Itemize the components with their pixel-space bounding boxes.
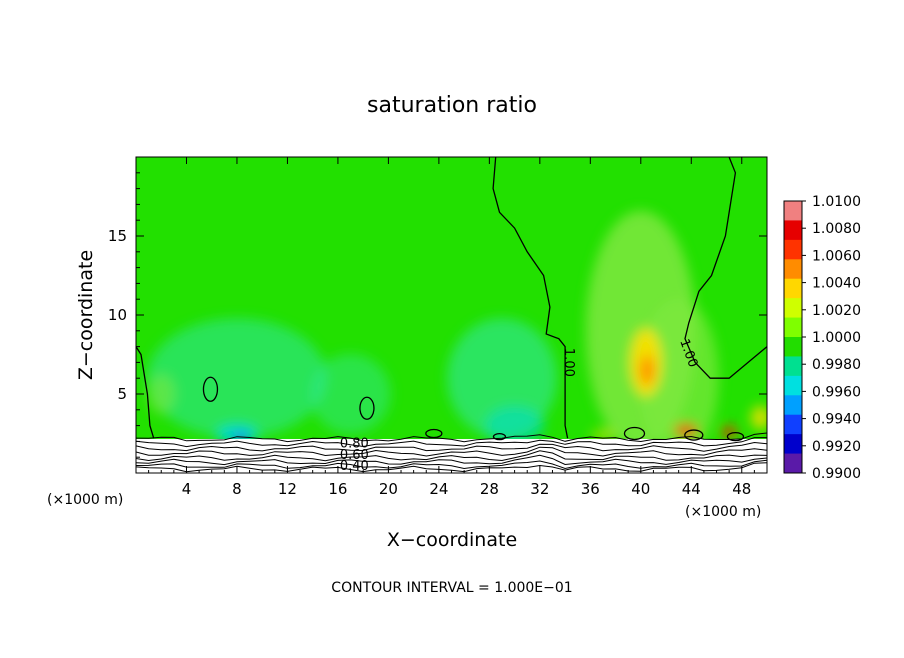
colorbar-swatch [784, 317, 802, 338]
contour-ground-4 [136, 450, 767, 462]
anomaly-red-47 [721, 426, 738, 437]
contour-interval-footer: CONTOUR INTERVAL = 1.000E−01 [331, 580, 572, 596]
x-tick-label: 16 [328, 480, 347, 498]
colorbar-label: 1.0040 [812, 276, 861, 292]
colorbar-label: 1.0100 [812, 194, 861, 210]
contour-1p00-edge [136, 346, 155, 439]
anomaly-yellow-east [750, 405, 767, 430]
colorbar-swatch [784, 414, 802, 435]
contour-ground-2 [136, 441, 767, 452]
contour-label: 1.00 [561, 348, 576, 377]
colorbar-swatch [784, 337, 802, 357]
colorbar-label: 1.0000 [812, 330, 861, 346]
contour-loop-29 [492, 433, 507, 441]
colorbar-swatch [784, 453, 802, 474]
x-tick-label: 48 [732, 480, 751, 498]
x-tick-label: 44 [682, 480, 701, 498]
field-anomalies [146, 210, 767, 459]
y-axis-label: Z−coordinate [75, 250, 97, 380]
colorbar-label: 1.0080 [812, 221, 861, 237]
x-tick-label: 36 [581, 480, 600, 498]
contour-1p00-east [684, 157, 767, 379]
contour-ground-5 [136, 454, 767, 466]
colorbar-swatch [784, 375, 802, 396]
colorbar-label: 0.9940 [812, 412, 861, 428]
saturation-field [136, 157, 767, 473]
colorbar-label: 1.0020 [812, 303, 861, 319]
colorbar-label: 1.0060 [812, 248, 861, 264]
colorbar-label: 0.9980 [812, 357, 861, 373]
colorbar-swatch [784, 356, 802, 377]
x-tick-label: 4 [182, 480, 192, 498]
contour-loop-6 [202, 376, 219, 402]
x-tick-label: 12 [278, 480, 297, 498]
anomaly-orange-core [640, 355, 655, 386]
contour-loop-47 [726, 432, 745, 442]
contour-ground-0 [136, 432, 767, 443]
chart-title: saturation ratio [367, 93, 537, 118]
anomaly-teal-center [446, 318, 557, 439]
colorbar-swatch [784, 434, 802, 455]
x-tick-label: 20 [379, 480, 398, 498]
contour-lines [136, 157, 767, 473]
contour-label: 0.80 [340, 437, 369, 452]
contour-label: 0.60 [340, 448, 369, 463]
y-axis-ticks: 5 10 15 [108, 172, 767, 458]
x-tick-label: 24 [429, 480, 448, 498]
colorbar: 1.0100 1.0080 1.0060 1.0040 1.0020 1.0000 0.99… [783, 194, 861, 482]
y-tick-label: 5 [117, 385, 127, 403]
colorbar-swatch [784, 220, 802, 241]
contour-loop-40 [623, 426, 646, 441]
anomaly-red-44 [674, 424, 699, 437]
anomaly-teal-mid [310, 354, 391, 434]
contour-label: 0.40 [340, 459, 369, 474]
x-unit-right: (×1000 m) [685, 504, 761, 520]
contour-1p00-west [492, 157, 569, 439]
x-tick-label: 32 [530, 480, 549, 498]
x-tick-label: 8 [232, 480, 242, 498]
anomaly-plume-east [638, 298, 719, 459]
colorbar-label: 0.9920 [812, 439, 861, 455]
y-tick-label: 15 [108, 227, 127, 245]
colorbar-swatch [784, 278, 802, 299]
colorbar-swatch [784, 298, 802, 319]
colorbar-label: 0.9900 [812, 466, 861, 482]
colorbar-swatch [784, 239, 802, 260]
contour-loop-24 [425, 428, 443, 439]
contour-loop-18 [359, 396, 375, 420]
x-axis-label: X−coordinate [387, 529, 517, 551]
x-unit-left: (×1000 m) [47, 492, 123, 508]
colorbar-swatch [784, 395, 802, 416]
x-axis-ticks: 4 8 12 16 20 24 28 32 36 40 44 48 [148, 157, 755, 498]
y-tick-label: 10 [108, 306, 127, 324]
contour-ground-3 [136, 446, 767, 457]
colorbar-label: 0.9960 [812, 384, 861, 400]
anomaly-teal-west [146, 318, 327, 439]
x-tick-label: 28 [480, 480, 499, 498]
contour-ground-1 [136, 437, 767, 448]
x-tick-label: 40 [631, 480, 650, 498]
contour-loop-44 [684, 429, 704, 441]
colorbar-swatch [784, 259, 802, 280]
anomaly-green-west [147, 374, 176, 414]
colorbar-swatch [784, 201, 802, 221]
contour-ground-6 [136, 459, 767, 470]
